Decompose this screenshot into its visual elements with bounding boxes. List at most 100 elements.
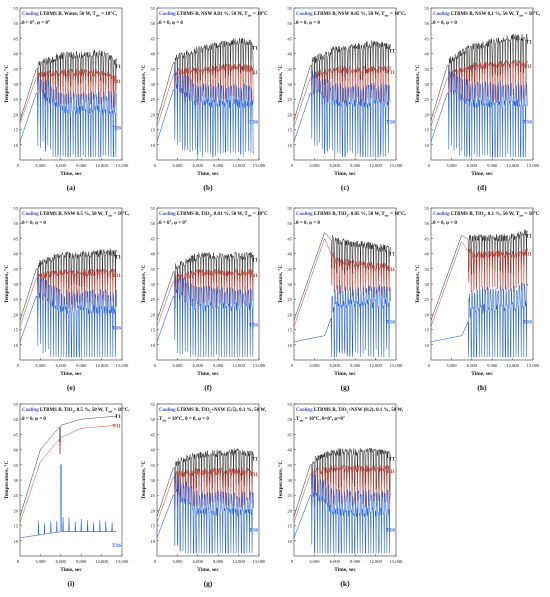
title-text: LTBMS B, NSW 0.5 %, 50 W, T	[40, 212, 109, 217]
series-line-t1	[19, 415, 117, 517]
x-tick-label: 0	[17, 559, 20, 564]
y-tick-label: 15	[150, 128, 155, 133]
series-line-t11	[293, 464, 391, 523]
y-tick-label: 30	[150, 478, 155, 483]
title-text: = 10°C,	[112, 408, 130, 413]
y-tick-label: 15	[424, 128, 429, 133]
y-tick-label: 25	[424, 97, 429, 102]
x-tick-label: 0	[154, 163, 157, 168]
y-tick-label: 25	[287, 97, 292, 102]
y-tick-label: 40	[150, 252, 155, 257]
x-tick-label: 6,000	[56, 163, 67, 169]
y-tick-label: 45	[287, 236, 292, 241]
panel-caption: (g)	[341, 383, 350, 392]
series-label-t16: T16	[112, 543, 121, 549]
x-axis-label: Time, sec	[334, 371, 356, 377]
cooling-label: Cooling	[296, 212, 313, 217]
series-label-t1: T1	[252, 457, 259, 463]
series-line-t11	[156, 268, 254, 327]
series-line-t11	[293, 65, 391, 127]
y-tick-label: 50	[287, 21, 292, 26]
x-tick-label: 12,000	[369, 163, 382, 169]
chart-title: Cooling LTBMS B, TiO2, 0.1 %, 50 W, Tair…	[433, 212, 540, 217]
y-tick-label: 40	[424, 52, 429, 57]
x-axis-label: Time, sec	[197, 171, 219, 177]
series-line-t1	[156, 448, 254, 517]
series-line-t1	[293, 447, 391, 517]
y-tick-label: 30	[150, 82, 155, 87]
title-subscript: air	[299, 418, 304, 422]
x-tick-label: 3,000	[309, 363, 320, 369]
panel-caption: (a)	[67, 183, 76, 192]
y-axis-label: Temperature, °C	[414, 65, 421, 104]
y-tick-label: 50	[287, 221, 292, 226]
y-tick-label: 35	[287, 67, 292, 72]
y-tick-label: 30	[287, 82, 292, 87]
series-line-t11	[19, 68, 117, 124]
title-subscript: air	[385, 213, 390, 217]
title-text: = 10°C	[252, 12, 268, 17]
y-tick-label: 55	[13, 206, 18, 211]
series-line-t16	[293, 70, 391, 158]
y-tick-label: 55	[13, 402, 18, 407]
x-tick-label: 3,000	[172, 559, 183, 565]
series-label-t16: T16	[386, 120, 395, 126]
x-tick-label: 6,000	[56, 363, 67, 369]
y-tick-label: 25	[287, 297, 292, 302]
x-tick-label: 9,000	[487, 163, 498, 169]
title-text: +NSW (5:5), 0.1 %, 50 W,	[211, 408, 267, 413]
chart-title: Cooling LTBMS B, TiO2, 0.01 %, 50 W, Tai…	[159, 212, 268, 217]
y-tick-label: 45	[287, 432, 292, 437]
y-axis-label: Temperature, °C	[3, 65, 10, 104]
y-tick-label: 40	[287, 252, 292, 257]
y-tick-label: 20	[13, 312, 18, 317]
y-tick-label: 55	[150, 402, 155, 407]
x-tick-label: 0	[291, 163, 294, 168]
x-tick-label: 12,000	[95, 163, 108, 169]
title-text: LTBMS B, NSW 0.1 %, 50 W, T	[451, 12, 520, 17]
x-tick-label: 9,000	[350, 559, 361, 565]
chart-subtitle: θ = 0, φ = 0	[22, 221, 46, 226]
x-axis-label: Time, sec	[60, 171, 82, 177]
x-tick-label: 15,000	[116, 363, 129, 369]
y-tick-label: 55	[13, 6, 18, 11]
x-tick-label: 9,000	[76, 363, 87, 369]
title-subscript: air	[248, 213, 253, 217]
series-label-t16: T16	[112, 326, 121, 332]
y-tick-label: 50	[150, 21, 155, 26]
plot-frame	[19, 403, 123, 557]
title-subscript: air	[108, 213, 113, 217]
series-line-t16	[293, 284, 391, 358]
x-tick-label: 9,000	[76, 163, 87, 169]
x-axis-label: Time, sec	[334, 567, 356, 573]
y-tick-label: 10	[13, 143, 18, 148]
title-text: T	[159, 417, 163, 422]
y-tick-label: 10	[13, 539, 18, 544]
cooling-label: Cooling	[22, 12, 39, 17]
y-tick-label: 30	[150, 282, 155, 287]
x-tick-label: 0	[17, 363, 20, 368]
y-tick-label: 50	[150, 417, 155, 422]
title-subscript: air	[108, 409, 113, 413]
y-tick-label: 15	[13, 128, 18, 133]
cooling-label: Cooling	[159, 408, 176, 413]
x-axis-label: Time, sec	[334, 171, 356, 177]
x-axis-label: Time, sec	[60, 567, 82, 573]
chart-title: Cooling LTBMS B, TiO2, 0.5 %, 50 W, Tair…	[22, 408, 130, 413]
x-tick-label: 9,000	[487, 363, 498, 369]
series-line-t11	[293, 238, 391, 327]
x-tick-label: 15,000	[116, 559, 129, 565]
y-tick-label: 25	[150, 493, 155, 498]
y-tick-label: 15	[287, 524, 292, 529]
y-tick-label: 55	[150, 6, 155, 11]
y-tick-label: 40	[287, 52, 292, 57]
series-label-t16: T16	[386, 528, 395, 534]
title-subscript: 2	[73, 409, 75, 413]
y-tick-label: 50	[424, 21, 429, 26]
title-text: = 10°C,	[112, 212, 130, 217]
title-text: = 10°C,	[389, 12, 407, 17]
x-tick-label: 6,000	[330, 559, 341, 565]
title-subscript: 2	[347, 409, 349, 413]
title-text: = 10°C,	[389, 212, 407, 217]
